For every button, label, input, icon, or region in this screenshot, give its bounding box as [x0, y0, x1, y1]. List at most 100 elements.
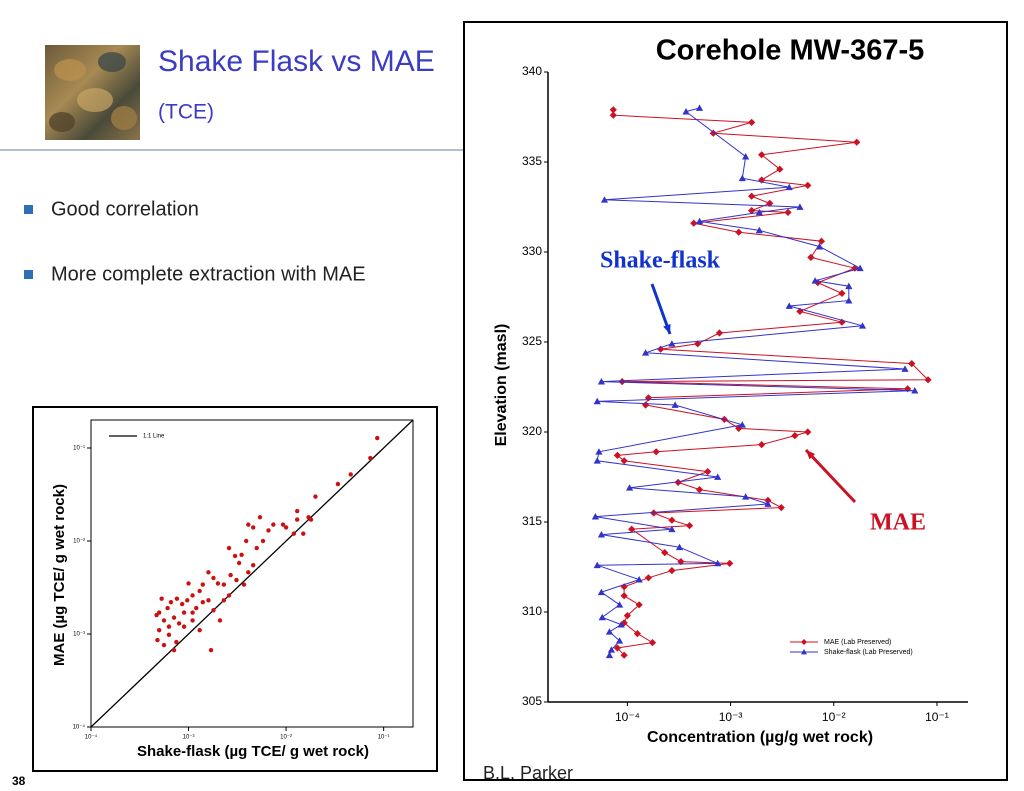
point [236, 560, 242, 566]
point [226, 545, 232, 551]
marker [593, 457, 601, 464]
marker [644, 394, 653, 402]
arrow-head [806, 450, 816, 460]
point [165, 605, 170, 611]
marker [597, 378, 606, 385]
y-tick-label: 10⁻⁴ [73, 724, 86, 731]
marker [838, 289, 846, 297]
point [291, 531, 297, 536]
point [179, 601, 185, 607]
marker [620, 457, 628, 465]
point [295, 517, 300, 522]
point [283, 525, 289, 530]
marker [845, 282, 853, 290]
marker [816, 243, 824, 250]
point [241, 582, 247, 587]
y-axis-label: Elevation (masl) [493, 324, 510, 447]
point [161, 618, 167, 623]
marker [668, 525, 676, 533]
point [271, 522, 276, 527]
marker [661, 549, 669, 557]
y-axis-label: MAE (µg TCE/ g wet rock) [51, 484, 68, 666]
marker [748, 118, 756, 126]
marker [748, 192, 756, 200]
point [197, 627, 202, 633]
marker [615, 601, 624, 608]
point [190, 593, 195, 598]
y-tick-label: 10⁻² [73, 539, 85, 545]
point [174, 639, 179, 645]
marker [591, 513, 600, 520]
marker [764, 500, 772, 507]
marker [620, 651, 628, 659]
point [176, 621, 182, 626]
arrow-head [663, 324, 671, 334]
point [161, 642, 167, 648]
marker [613, 451, 622, 459]
point [375, 435, 380, 441]
marker [685, 522, 694, 530]
point [215, 581, 221, 586]
marker [652, 448, 660, 456]
marker [613, 644, 622, 652]
x-tick-label: 10⁻¹ [925, 710, 949, 724]
marker [748, 207, 756, 215]
point [246, 522, 251, 527]
marker [738, 421, 746, 428]
marker [644, 574, 653, 582]
slide-subtitle: (TCE) [158, 101, 214, 124]
marker [709, 129, 717, 137]
point [244, 538, 249, 544]
point [295, 508, 300, 514]
marker [620, 619, 628, 627]
annotation: Shake-flask [600, 248, 721, 274]
marker [633, 630, 642, 638]
marker [605, 628, 614, 635]
marker [671, 401, 679, 408]
chart-title: Corehole MW-367-5 [656, 35, 925, 67]
marker [755, 208, 763, 216]
marker [735, 424, 743, 432]
slide-photo [45, 45, 140, 140]
y-tick-label: 340 [522, 64, 542, 78]
marker [838, 318, 846, 326]
point [254, 545, 259, 551]
marker [738, 174, 746, 182]
marker [755, 226, 763, 234]
point [171, 647, 177, 653]
y-tick-label: 310 [522, 604, 542, 618]
marker [607, 646, 616, 653]
point [171, 615, 177, 620]
x-axis-label: Shake-flask (µg TCE/ g wet rock) [137, 743, 369, 760]
marker [856, 264, 864, 272]
marker [628, 525, 636, 533]
marker [635, 601, 643, 609]
point [200, 582, 205, 587]
point [154, 612, 159, 618]
marker [901, 365, 909, 372]
marker [904, 385, 912, 393]
point [313, 494, 318, 499]
bullet-marker [24, 270, 33, 279]
marker [635, 576, 643, 583]
point [166, 632, 172, 638]
marker [758, 151, 766, 159]
slide-title: Shake Flask vs MAE [158, 45, 435, 78]
marker [801, 649, 807, 655]
point [166, 624, 172, 629]
marker [791, 432, 799, 440]
point [211, 575, 216, 581]
point [194, 605, 199, 611]
marker [735, 228, 743, 236]
point [368, 455, 373, 461]
marker [817, 237, 826, 245]
x-tick-label: 10⁻² [280, 735, 292, 741]
marker [742, 153, 750, 160]
marker [766, 199, 774, 207]
point [168, 599, 174, 605]
page-number: 38 [12, 774, 26, 788]
x-tick-label: 10⁻⁴ [615, 710, 640, 724]
point [155, 637, 160, 643]
marker [650, 509, 658, 517]
point [186, 581, 191, 586]
